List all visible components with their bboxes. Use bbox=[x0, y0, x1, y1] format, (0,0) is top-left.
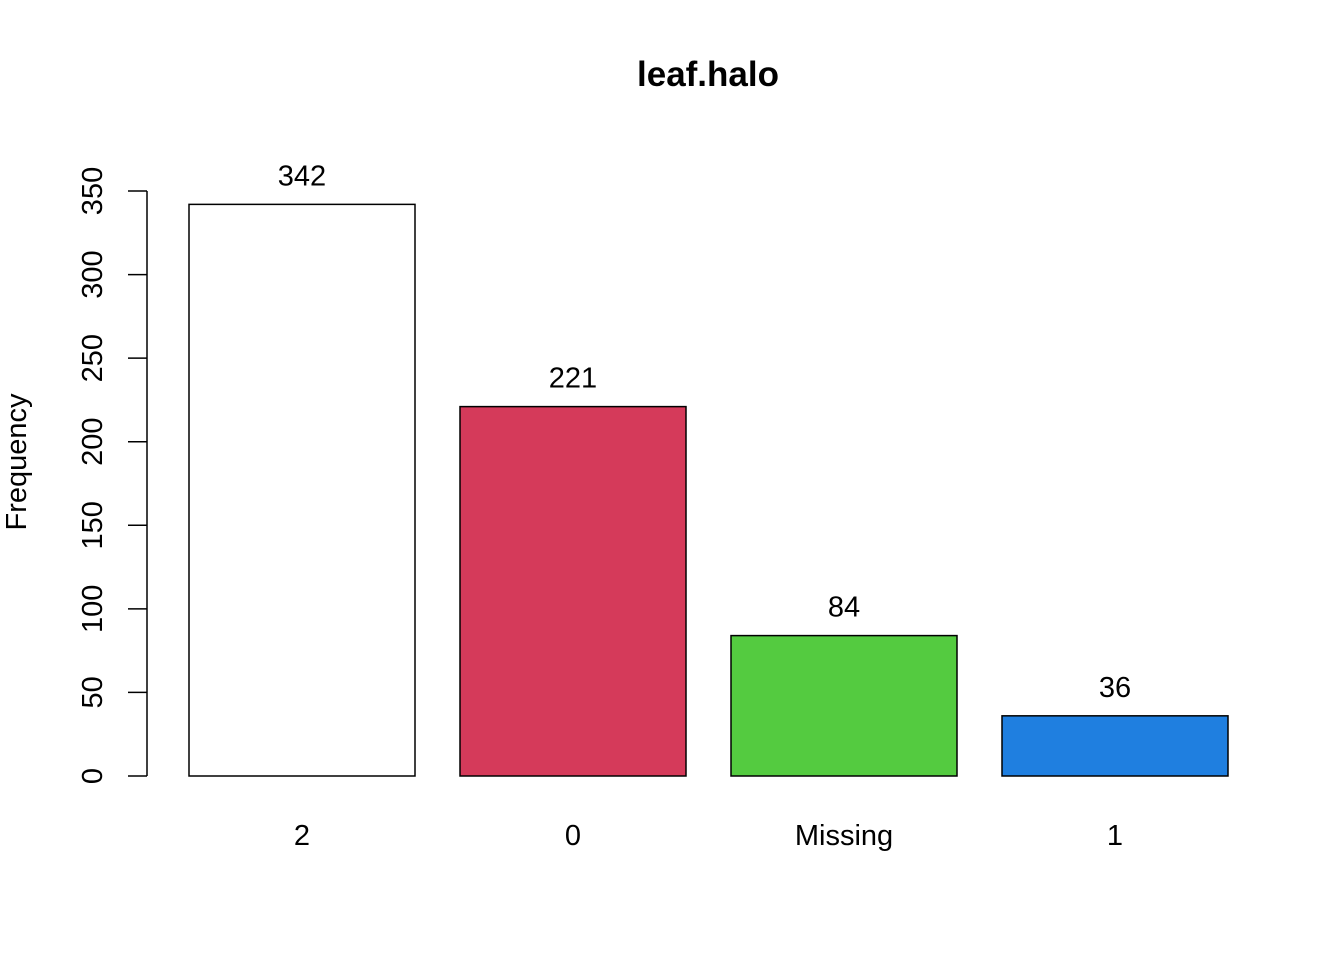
bar-missing bbox=[730, 634, 958, 777]
bars-group bbox=[188, 203, 1229, 777]
y-tick-label: 100 bbox=[77, 585, 109, 633]
y-tick-label: 200 bbox=[77, 418, 109, 466]
x-tick-label: 2 bbox=[294, 820, 310, 852]
data-label: 36 bbox=[1099, 672, 1131, 704]
data-labels-group: 342 221 84 36 bbox=[278, 160, 1131, 703]
y-tick-label: 50 bbox=[77, 676, 109, 708]
bar-0 bbox=[459, 405, 687, 777]
x-tick-label: 1 bbox=[1107, 820, 1123, 852]
y-tick-label: 350 bbox=[77, 167, 109, 215]
chart-title: leaf.halo bbox=[637, 55, 779, 94]
data-label: 342 bbox=[278, 160, 326, 192]
y-axis: 0 50 100 150 200 250 300 350 bbox=[77, 167, 148, 784]
y-tick-label: 150 bbox=[77, 501, 109, 549]
bar-1 bbox=[1001, 715, 1229, 777]
data-label: 84 bbox=[828, 592, 860, 624]
y-axis-label: Frequency bbox=[1, 393, 33, 531]
y-tick-label: 300 bbox=[77, 250, 109, 298]
x-axis-labels: 2 0 Missing 1 bbox=[294, 820, 1123, 852]
x-tick-label: Missing bbox=[795, 820, 893, 852]
x-tick-label: 0 bbox=[565, 820, 581, 852]
data-label: 221 bbox=[549, 363, 597, 395]
y-tick-label: 0 bbox=[77, 768, 109, 784]
bar-2 bbox=[188, 203, 416, 777]
y-tick-label: 250 bbox=[77, 334, 109, 382]
